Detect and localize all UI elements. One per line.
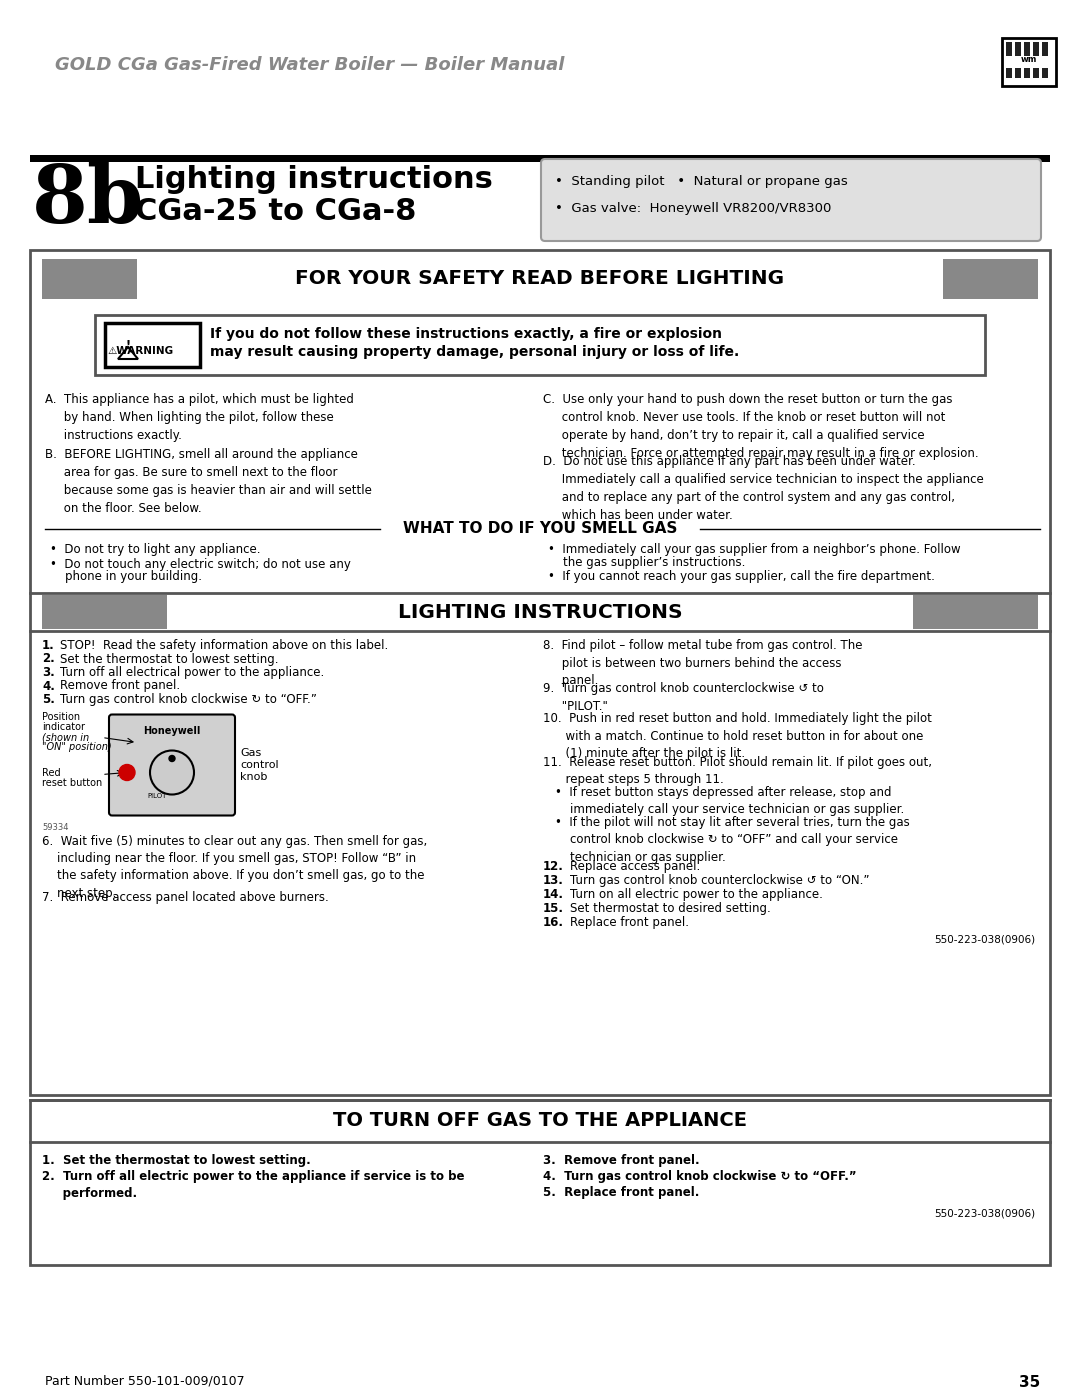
Text: CGa-25 to CGa-8: CGa-25 to CGa-8 [135, 197, 417, 226]
Text: 1.  Set the thermostat to lowest setting.: 1. Set the thermostat to lowest setting. [42, 1154, 311, 1166]
Text: FOR YOUR SAFETY READ BEFORE LIGHTING: FOR YOUR SAFETY READ BEFORE LIGHTING [296, 270, 784, 289]
Text: •  Gas valve:  Honeywell VR8200/VR8300: • Gas valve: Honeywell VR8200/VR8300 [555, 203, 832, 215]
Text: If you do not follow these instructions exactly, a fire or explosion: If you do not follow these instructions … [210, 327, 723, 341]
FancyBboxPatch shape [541, 159, 1041, 242]
Text: 5.  Replace front panel.: 5. Replace front panel. [543, 1186, 700, 1199]
Text: C.  Use only your hand to push down the reset button or turn the gas
     contro: C. Use only your hand to push down the r… [543, 393, 978, 460]
Bar [1032, 42, 1039, 78]
Text: wm: wm [1021, 56, 1037, 64]
Text: 14.: 14. [543, 888, 564, 901]
Text: TO TURN OFF GAS TO THE APPLIANCE: TO TURN OFF GAS TO THE APPLIANCE [333, 1111, 747, 1130]
Text: Red: Red [42, 767, 60, 778]
Text: 8.  Find pilot – follow metal tube from gas control. The
     pilot is between t: 8. Find pilot – follow metal tube from g… [543, 638, 863, 687]
Text: 4.: 4. [42, 679, 55, 693]
Bar [1002, 38, 1056, 87]
Bar [105, 323, 200, 367]
Text: Set thermostat to desired setting.: Set thermostat to desired setting. [570, 902, 771, 915]
Bar [42, 595, 167, 629]
Text: !: ! [125, 339, 131, 351]
Text: GOLD CGa Gas-Fired Water Boiler — Boiler Manual: GOLD CGa Gas-Fired Water Boiler — Boiler… [55, 56, 565, 74]
Bar [95, 314, 985, 374]
Text: LIGHTING INSTRUCTIONS: LIGHTING INSTRUCTIONS [397, 602, 683, 622]
Text: D.  Do not use this appliance if any part has been under water.
     Immediately: D. Do not use this appliance if any part… [543, 455, 984, 522]
Text: Honeywell: Honeywell [144, 725, 201, 735]
FancyBboxPatch shape [109, 714, 235, 816]
Text: may result causing property damage, personal injury or loss of life.: may result causing property damage, pers… [210, 345, 739, 359]
Text: Gas: Gas [240, 747, 261, 757]
Bar [30, 155, 1050, 162]
Text: •  Standing pilot   •  Natural or propane gas: • Standing pilot • Natural or propane ga… [555, 175, 848, 189]
Text: "ON" position): "ON" position) [42, 742, 111, 753]
Bar [1005, 56, 1051, 68]
Text: Lighting instructions: Lighting instructions [135, 165, 492, 194]
Text: the gas supplier’s instructions.: the gas supplier’s instructions. [563, 556, 745, 569]
Text: 550-223-038(0906): 550-223-038(0906) [934, 1208, 1035, 1220]
Bar [42, 258, 137, 299]
Text: Turn gas control knob counterclockwise ↺ to “ON.”: Turn gas control knob counterclockwise ↺… [570, 875, 869, 887]
Circle shape [168, 756, 175, 761]
Text: knob: knob [240, 771, 268, 781]
Text: Turn gas control knob clockwise ↻ to “OFF.”: Turn gas control knob clockwise ↻ to “OF… [60, 693, 316, 705]
Text: (shown in: (shown in [42, 732, 90, 742]
Text: 1.: 1. [42, 638, 55, 652]
Text: 550-223-038(0906): 550-223-038(0906) [934, 935, 1035, 944]
Text: 5.: 5. [42, 693, 55, 705]
Text: Turn on all electric power to the appliance.: Turn on all electric power to the applia… [570, 888, 823, 901]
Text: •  Immediately call your gas supplier from a neighbor’s phone. Follow: • Immediately call your gas supplier fro… [548, 543, 960, 556]
Circle shape [150, 750, 194, 795]
Text: Part Number 550-101-009/0107: Part Number 550-101-009/0107 [45, 1375, 245, 1389]
Text: STOP!  Read the safety information above on this label.: STOP! Read the safety information above … [60, 638, 388, 652]
Bar [1024, 42, 1030, 78]
Bar [908, 1104, 1038, 1139]
Text: Replace access panel.: Replace access panel. [570, 861, 700, 873]
Text: control: control [240, 760, 279, 770]
Text: 2.  Turn off all electric power to the appliance if service is to be
     perfor: 2. Turn off all electric power to the ap… [42, 1171, 464, 1200]
Text: •  If reset button stays depressed after release, stop and
    immediately call : • If reset button stays depressed after … [555, 787, 904, 816]
Bar [30, 250, 1050, 1095]
Text: 6.  Wait five (5) minutes to clear out any gas. Then smell for gas,
    includin: 6. Wait five (5) minutes to clear out an… [42, 834, 428, 900]
Text: Replace front panel.: Replace front panel. [570, 916, 689, 929]
Bar [1015, 42, 1021, 78]
Text: A.  This appliance has a pilot, which must be lighted
     by hand. When lightin: A. This appliance has a pilot, which mus… [45, 393, 354, 441]
Text: Remove front panel.: Remove front panel. [60, 679, 180, 693]
Text: Set the thermostat to lowest setting.: Set the thermostat to lowest setting. [60, 652, 279, 665]
Text: phone in your building.: phone in your building. [65, 570, 202, 583]
Text: 10.  Push in red reset button and hold. Immediately light the pilot
      with a: 10. Push in red reset button and hold. I… [543, 712, 932, 760]
Text: •  Do not touch any electric switch; do not use any: • Do not touch any electric switch; do n… [50, 557, 351, 571]
Text: •  If the pilot will not stay lit after several tries, turn the gas
    control : • If the pilot will not stay lit after s… [555, 816, 909, 863]
Text: 4.  Turn gas control knob clockwise ↻ to “OFF.”: 4. Turn gas control knob clockwise ↻ to … [543, 1171, 856, 1183]
Bar [42, 1104, 172, 1139]
Circle shape [119, 764, 135, 781]
Text: 35: 35 [1018, 1375, 1040, 1390]
Bar [943, 258, 1038, 299]
Bar [913, 595, 1038, 629]
Text: •  Do not try to light any appliance.: • Do not try to light any appliance. [50, 543, 260, 556]
Text: •  If you cannot reach your gas supplier, call the fire department.: • If you cannot reach your gas supplier,… [548, 570, 935, 583]
Text: 9.  Turn gas control knob counterclockwise ↺ to
     "PILOT.": 9. Turn gas control knob counterclockwis… [543, 682, 824, 712]
Text: 8b: 8b [32, 162, 145, 240]
Text: reset button: reset button [42, 778, 103, 788]
Text: 13.: 13. [543, 875, 564, 887]
Text: PILOT: PILOT [147, 792, 166, 799]
Text: ⚠WARNING: ⚠WARNING [107, 346, 173, 356]
Text: 3.  Remove front panel.: 3. Remove front panel. [543, 1154, 700, 1166]
Text: 16.: 16. [543, 916, 564, 929]
Text: 59334: 59334 [42, 823, 68, 831]
Text: Turn off all electrical power to the appliance.: Turn off all electrical power to the app… [60, 666, 324, 679]
Text: 3.: 3. [42, 666, 55, 679]
Text: 15.: 15. [543, 902, 564, 915]
Text: WHAT TO DO IF YOU SMELL GAS: WHAT TO DO IF YOU SMELL GAS [403, 521, 677, 536]
Text: 11.  Release reset button. Pilot should remain lit. If pilot goes out,
      rep: 11. Release reset button. Pilot should r… [543, 756, 932, 787]
Bar [1042, 42, 1048, 78]
Text: indicator: indicator [42, 722, 85, 732]
Bar [1005, 42, 1012, 78]
Text: Position: Position [42, 712, 80, 722]
Text: B.  BEFORE LIGHTING, smell all around the appliance
     area for gas. Be sure t: B. BEFORE LIGHTING, smell all around the… [45, 448, 372, 515]
Bar [30, 1099, 1050, 1266]
Text: 12.: 12. [543, 861, 564, 873]
Text: 7.  Remove access panel located above burners.: 7. Remove access panel located above bur… [42, 891, 328, 904]
Text: 2.: 2. [42, 652, 55, 665]
Polygon shape [118, 346, 138, 359]
